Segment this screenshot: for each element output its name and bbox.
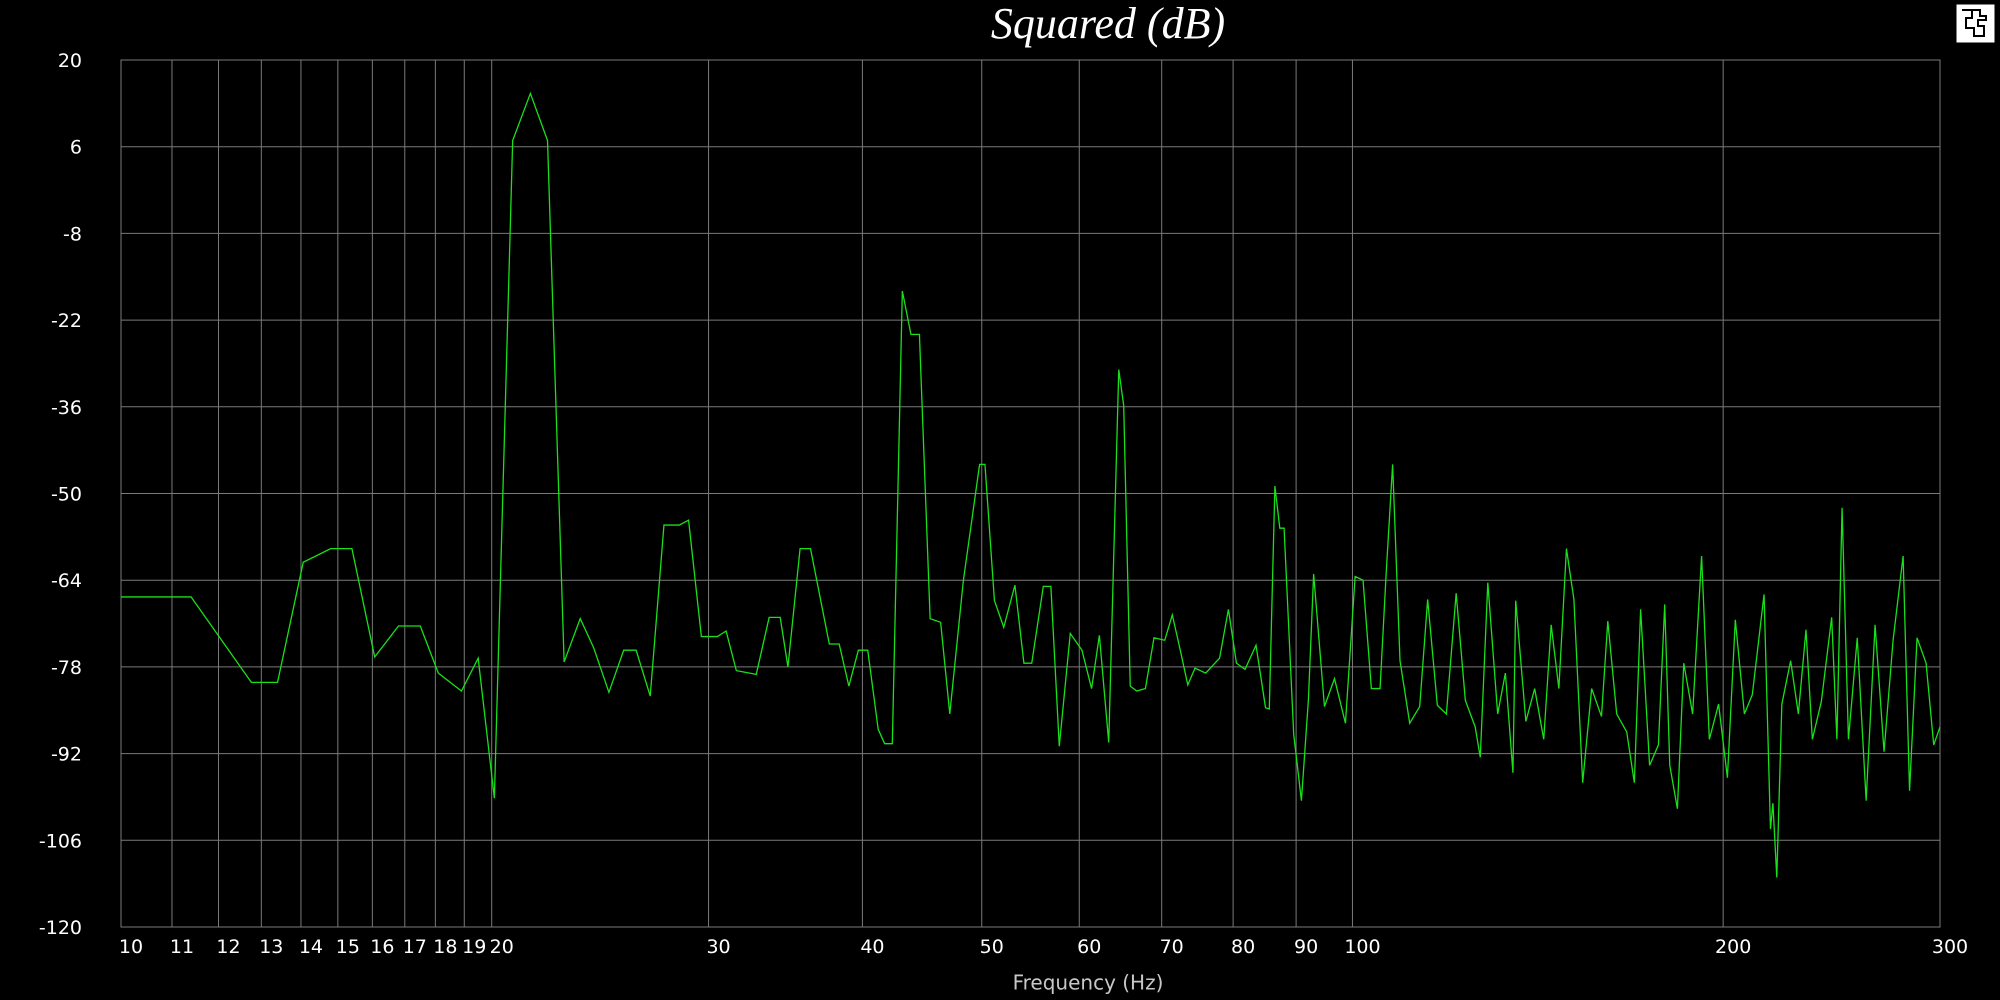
x-tick-label: 12 bbox=[216, 936, 240, 958]
x-tick-label: 300 bbox=[1932, 936, 1968, 958]
y-tick-label: -120 bbox=[39, 917, 82, 939]
chart-title: Squared (dB) bbox=[991, 0, 1225, 48]
x-tick-label: 40 bbox=[860, 936, 884, 958]
y-tick-label: -22 bbox=[51, 310, 82, 332]
data-line bbox=[121, 91, 1941, 878]
menu-icon[interactable] bbox=[1955, 3, 1996, 44]
y-tick-label: 20 bbox=[58, 50, 82, 72]
x-tick-label: 100 bbox=[1344, 936, 1380, 958]
x-tick-label: 80 bbox=[1231, 936, 1255, 958]
x-tick-label: 15 bbox=[336, 936, 360, 958]
x-tick-label: 70 bbox=[1160, 936, 1184, 958]
x-tick-label: 20 bbox=[490, 936, 514, 958]
y-tick-label: -106 bbox=[39, 830, 82, 852]
x-tick-label: 10 bbox=[119, 936, 143, 958]
x-tick-label: 14 bbox=[299, 936, 323, 958]
y-tick-label: -64 bbox=[51, 570, 82, 592]
x-tick-label: 13 bbox=[259, 936, 283, 958]
y-tick-label: -50 bbox=[51, 484, 82, 506]
y-tick-label: -92 bbox=[51, 744, 82, 766]
x-tick-label: 16 bbox=[370, 936, 394, 958]
x-axis-label: Frequency (Hz) bbox=[1013, 971, 1164, 995]
x-tick-label: 11 bbox=[170, 936, 194, 958]
x-tick-label: 60 bbox=[1077, 936, 1101, 958]
plot-frame bbox=[120, 59, 1941, 928]
x-tick-label: 90 bbox=[1294, 936, 1318, 958]
x-tick-label: 50 bbox=[980, 936, 1004, 958]
y-tick-label: -78 bbox=[51, 657, 82, 679]
x-tick-label: 17 bbox=[403, 936, 427, 958]
y-tick-label: -36 bbox=[51, 397, 82, 419]
x-tick-label: 19 bbox=[462, 936, 486, 958]
x-tick-label: 18 bbox=[433, 936, 457, 958]
y-tick-label: -8 bbox=[63, 223, 82, 245]
x-tick-label: 30 bbox=[706, 936, 730, 958]
x-tick-label: 200 bbox=[1715, 936, 1751, 958]
y-tick-label: 6 bbox=[70, 137, 82, 159]
